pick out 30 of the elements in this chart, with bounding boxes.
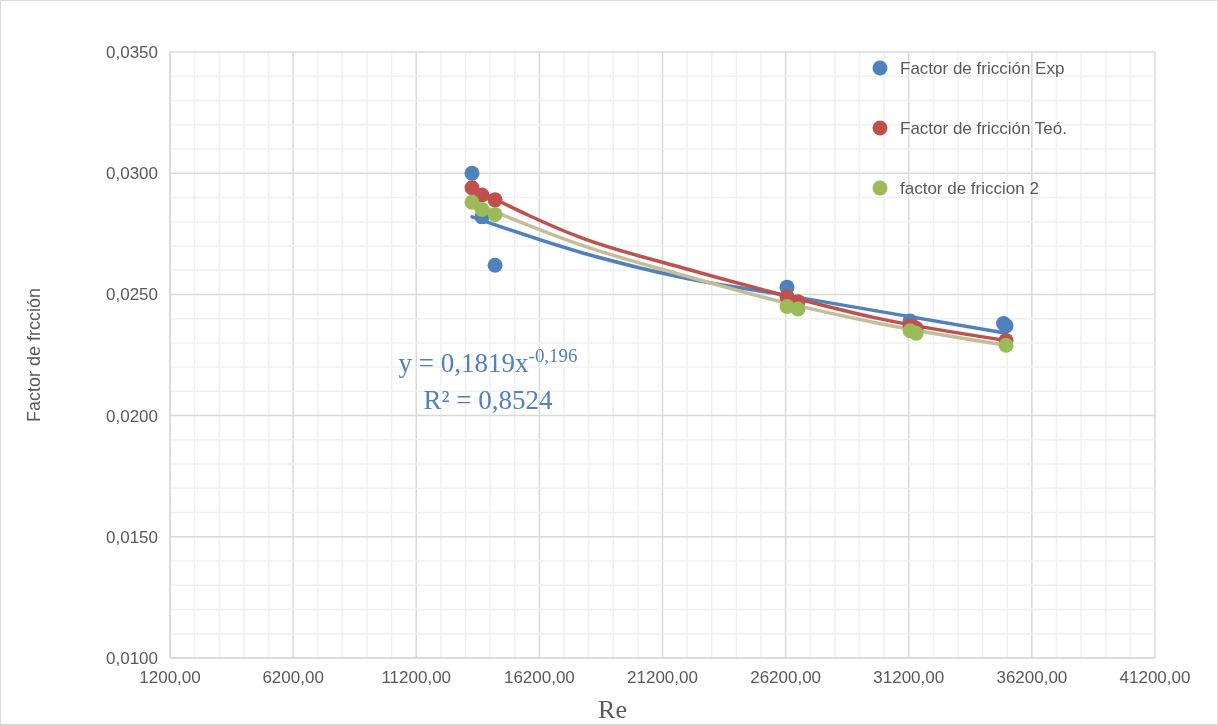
annotation: R² = 0,8524 bbox=[423, 385, 554, 415]
x-axis-title: Re bbox=[598, 695, 627, 724]
y-tick-label: 0,0300 bbox=[106, 164, 158, 184]
y-tick-label: 0,0350 bbox=[106, 43, 158, 62]
y-tick-label: 0,0200 bbox=[106, 406, 158, 426]
x-tick-label: 11200,00 bbox=[381, 668, 452, 687]
y-tick-label: 0,0100 bbox=[106, 649, 158, 668]
y-tick-label: 0,0150 bbox=[106, 527, 158, 547]
point bbox=[474, 202, 490, 218]
y-axis-title: Factor de frcción bbox=[24, 287, 44, 423]
annotation: y = 0,1819x$^{-0,196}$ bbox=[398, 344, 578, 378]
x-tick-label: 26200,00 bbox=[750, 668, 822, 687]
legend-label: Factor de fricción Teó. bbox=[900, 119, 1067, 138]
point bbox=[790, 301, 806, 317]
x-tick-label: 36200,00 bbox=[996, 668, 1068, 687]
x-tick-label: 1200,00 bbox=[139, 668, 201, 687]
point bbox=[998, 337, 1014, 353]
legend-label: factor de friccion 2 bbox=[900, 179, 1039, 198]
point bbox=[464, 165, 480, 181]
x-tick-label: 41200,00 bbox=[1119, 668, 1191, 687]
x-tick-label: 21200,00 bbox=[627, 668, 698, 687]
point bbox=[487, 257, 503, 273]
point bbox=[487, 192, 503, 208]
y-tick-label: 0,0250 bbox=[106, 285, 158, 305]
x-tick-label: 16200,00 bbox=[503, 668, 575, 687]
x-tick-label: 6200,00 bbox=[262, 668, 324, 687]
point bbox=[908, 325, 924, 341]
x-tick-label: 31200,00 bbox=[873, 668, 945, 687]
point bbox=[487, 206, 503, 222]
legend-label: Factor de fricción Exp bbox=[900, 59, 1065, 78]
